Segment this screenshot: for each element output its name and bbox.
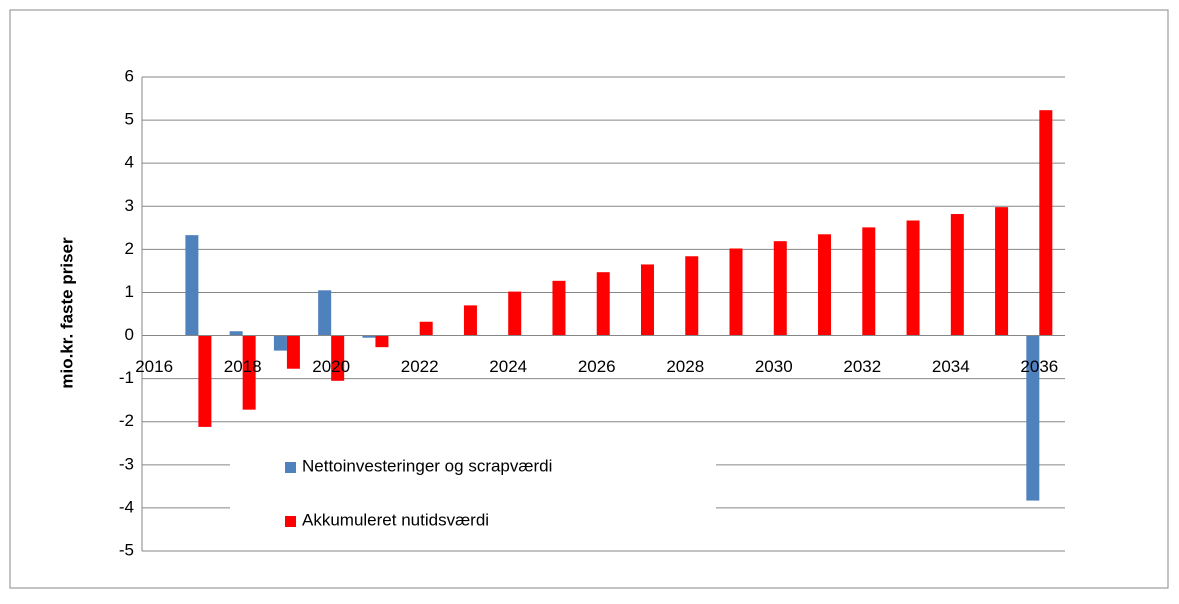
bar <box>818 234 832 336</box>
bar <box>729 248 743 336</box>
bar <box>362 335 376 338</box>
y-tick-label: -2 <box>119 411 134 430</box>
bar <box>242 335 256 410</box>
y-tick-label: 0 <box>125 325 134 344</box>
y-tick-label: -1 <box>119 368 134 387</box>
bar <box>906 220 920 336</box>
bar <box>508 291 522 336</box>
legend-label: Nettoinvesteringer og scrapværdi <box>302 456 552 475</box>
bar <box>950 214 964 336</box>
bar <box>463 305 477 336</box>
x-tick-label: 2018 <box>224 357 262 376</box>
y-tick-label: -3 <box>119 454 134 473</box>
x-tick-label: 2024 <box>489 357 527 376</box>
bar <box>596 272 610 336</box>
x-tick-label: 2036 <box>1020 357 1058 376</box>
legend-box <box>230 447 716 535</box>
bar <box>773 241 787 336</box>
x-tick-label: 2026 <box>578 357 616 376</box>
legend-swatch <box>285 516 296 527</box>
x-tick-label: 2016 <box>135 357 173 376</box>
y-tick-label: 2 <box>125 239 134 258</box>
bar <box>375 335 389 348</box>
x-tick-label: 2030 <box>755 357 793 376</box>
bar <box>995 207 1009 336</box>
bar <box>198 335 212 427</box>
bar <box>685 256 699 336</box>
bar <box>318 290 332 336</box>
bar <box>273 335 287 351</box>
bar <box>419 321 433 336</box>
y-tick-label: -5 <box>119 540 134 559</box>
bar <box>229 331 243 336</box>
y-tick-label: 4 <box>125 153 134 172</box>
bar <box>1039 110 1053 336</box>
x-tick-label: 2032 <box>843 357 881 376</box>
x-tick-label: 2034 <box>932 357 970 376</box>
y-tick-label: 1 <box>125 282 134 301</box>
bar <box>640 264 654 336</box>
y-tick-label: 6 <box>125 66 134 85</box>
x-tick-label: 2022 <box>401 357 439 376</box>
bar <box>331 335 345 381</box>
bar <box>552 280 566 336</box>
y-tick-label: -4 <box>119 497 134 516</box>
bar <box>185 235 199 336</box>
x-tick-label: 2020 <box>312 357 350 376</box>
bar <box>1026 335 1040 501</box>
y-tick-label: 5 <box>125 110 134 129</box>
legend-label: Akkumuleret nutidsværdi <box>302 510 489 529</box>
y-axis-title: mio.kr. faste priser <box>57 237 76 389</box>
x-tick-label: 2028 <box>666 357 704 376</box>
bar <box>286 335 300 369</box>
bar <box>862 227 876 336</box>
y-tick-label: 3 <box>125 196 134 215</box>
legend-swatch <box>285 462 296 473</box>
